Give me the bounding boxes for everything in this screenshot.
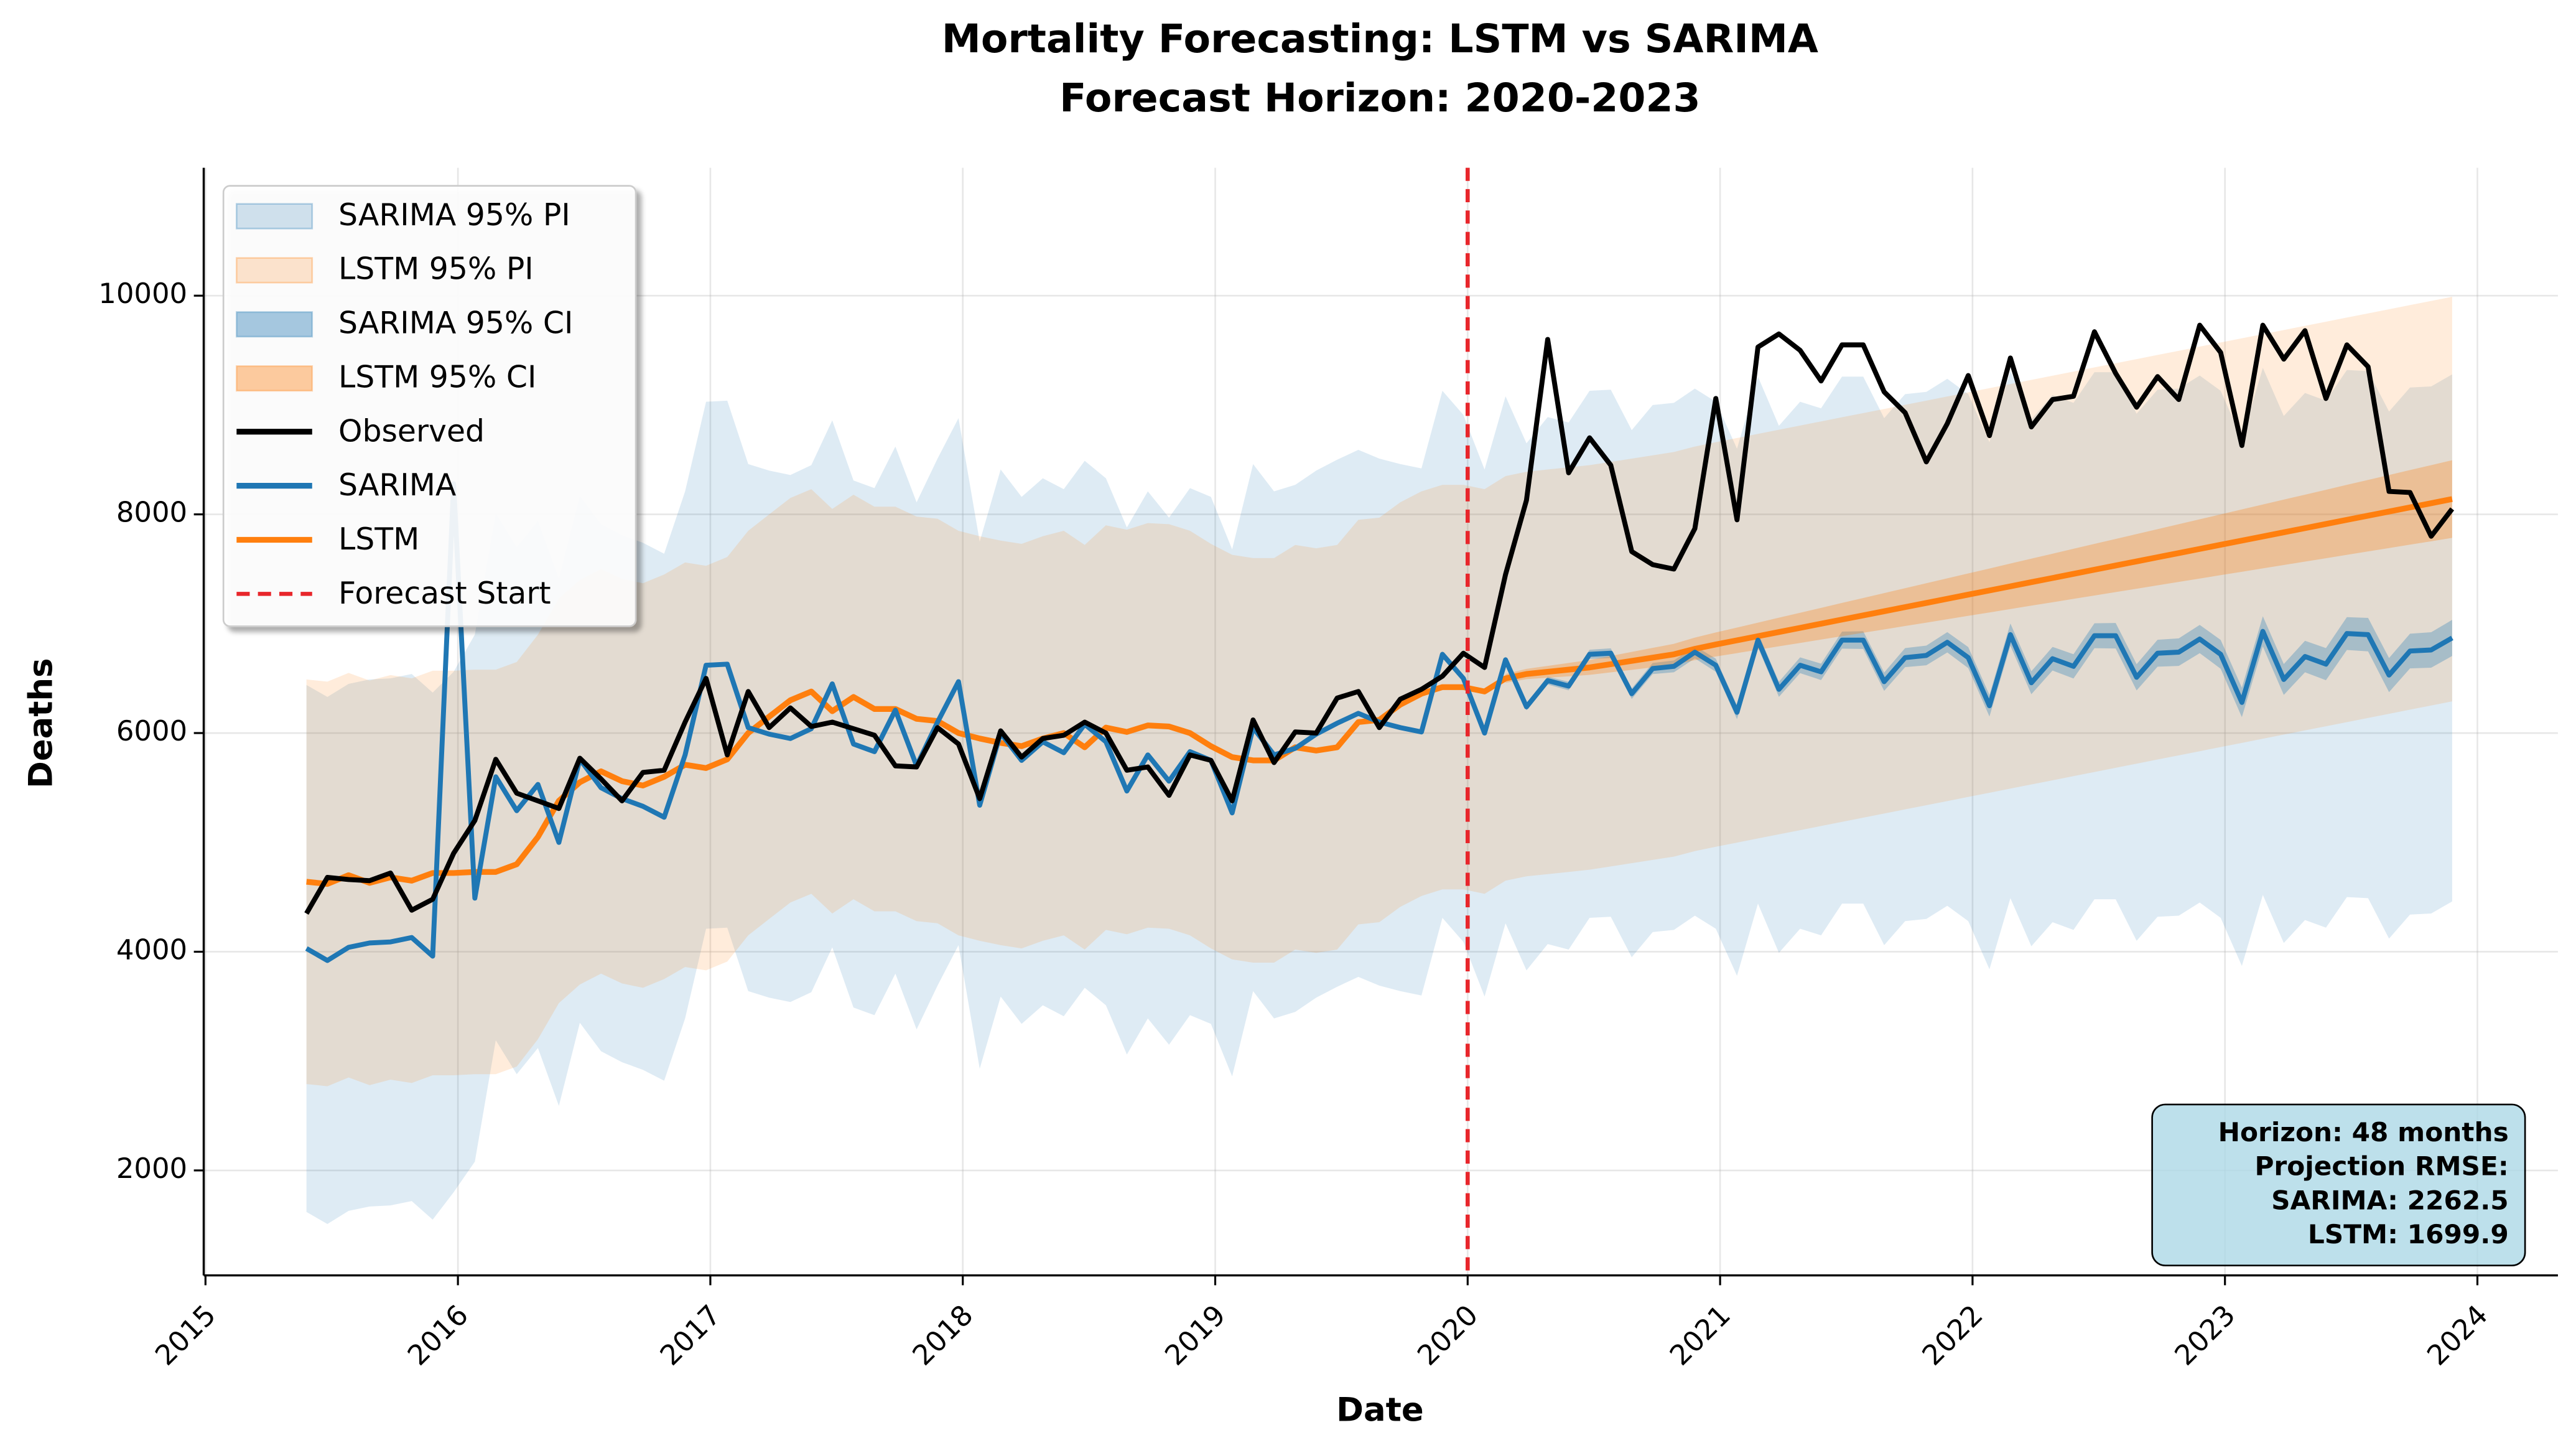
series-line xyxy=(305,481,2453,963)
x-tick-label: 2021 xyxy=(1663,1298,1737,1371)
x-tick-label: 2015 xyxy=(149,1298,222,1371)
legend-box xyxy=(222,185,637,627)
legend-label: Forecast Start xyxy=(338,576,551,611)
y-tick-label: 8000 xyxy=(116,496,187,529)
legend-label: LSTM 95% PI xyxy=(338,251,534,287)
x-tick-label: 2019 xyxy=(1158,1298,1232,1371)
x-tick-label: 2017 xyxy=(653,1298,727,1371)
plot-area xyxy=(304,296,2455,1224)
series-line xyxy=(304,322,2455,915)
x-axis-label: Date xyxy=(1336,1391,1424,1429)
y-axis-label: Deaths xyxy=(22,658,60,788)
chart-title: Mortality Forecasting: LSTM vs SARIMA xyxy=(942,16,1818,62)
annotation-text: SARIMA: 2262.5 xyxy=(2271,1185,2509,1215)
x-tick-label: 2024 xyxy=(2420,1298,2494,1371)
x-tick-label: 2018 xyxy=(906,1298,979,1371)
band xyxy=(1505,460,2452,683)
x-tick-label: 2016 xyxy=(401,1298,475,1371)
y-tick-label: 10000 xyxy=(98,277,187,310)
legend-label: LSTM xyxy=(338,521,419,557)
legend-swatch xyxy=(235,365,314,392)
x-tick-label: 2022 xyxy=(1915,1298,1989,1371)
annotation-box xyxy=(2151,1103,2526,1267)
annotation-text: LSTM: 1699.9 xyxy=(2308,1219,2509,1250)
chart-subtitle: Forecast Horizon: 2020-2023 xyxy=(1059,75,1701,121)
y-tick-label: 6000 xyxy=(116,714,187,747)
legend-swatch xyxy=(235,203,314,230)
annotation-text: Horizon: 48 months xyxy=(2218,1117,2509,1147)
legend-label: LSTM 95% CI xyxy=(338,359,536,395)
legend-label: SARIMA 95% PI xyxy=(338,197,570,233)
legend: SARIMA 95% PI LSTM 95% PI SARIMA 95% CI LST… xyxy=(222,185,637,627)
x-tick-label: 2020 xyxy=(1411,1298,1484,1371)
legend-swatch xyxy=(235,257,314,284)
legend-label: SARIMA xyxy=(338,467,456,503)
band xyxy=(306,296,2452,1086)
legend-swatch xyxy=(235,311,314,338)
x-tick-label: 2023 xyxy=(2168,1298,2241,1371)
annotation: Horizon: 48 months Projection RMSE:SARIMA… xyxy=(2151,1103,2526,1267)
legend-label: SARIMA 95% CI xyxy=(338,306,573,341)
annotation-text: Projection RMSE: xyxy=(2254,1151,2508,1182)
y-tick-label: 4000 xyxy=(116,933,187,966)
band xyxy=(306,368,2452,1224)
y-tick-label: 2000 xyxy=(116,1152,187,1185)
legend-label: Observed xyxy=(338,413,485,449)
